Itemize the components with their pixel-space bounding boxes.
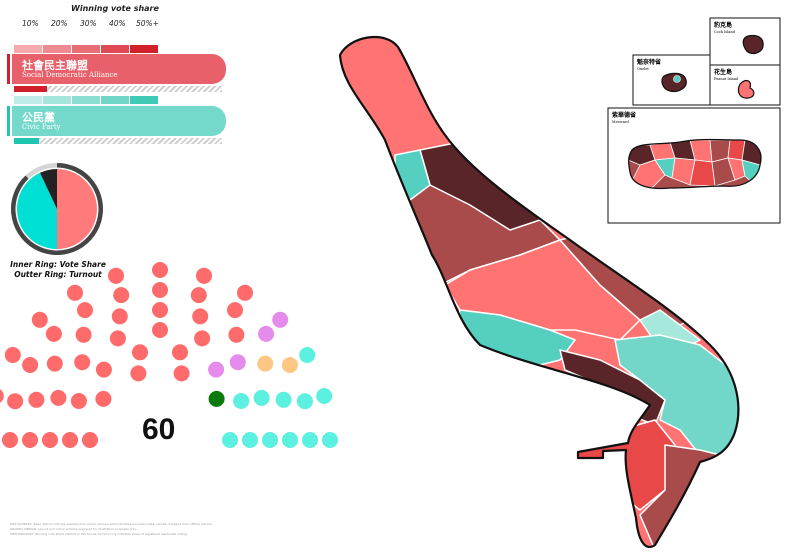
scale-label-20: 20% [51,19,68,28]
ring-caption-inner: Inner Ring: Vote Share [10,260,106,269]
civic-vote-share-bar [14,138,222,144]
inset-peanut-name-zh: 花生島 [714,68,732,76]
seat-total: 60 [142,413,176,446]
inset-quelet-name-zh: 魁奈特省 [637,58,661,66]
sda-colour-scale [14,45,158,53]
civic-name-zh: 公民黨 [22,111,55,124]
sda-scale-swatch-5 [130,45,158,53]
civic-scale-swatch-4 [101,96,129,104]
scale-label-50plus: 50%+ [136,19,159,28]
inset-peanut-island: 花生島 Peanut Island [709,64,781,106]
inset-cock-name-zh: 豹克島 [713,21,732,29]
island-outline [338,35,740,548]
inset-quelet-shape [661,72,687,93]
inset-cock-island: 豹克島 Cock Island [709,17,781,66]
inset-meeward-name-zh: 紫華德省 [612,111,636,119]
civic-name-en: Civic Party [22,123,61,131]
inset-meeward-outline [628,138,762,190]
footnote-2: GRAPHIC DESIGN: Layout and colour scheme… [10,527,137,531]
sda-scale-swatch-4 [101,45,129,53]
ring-caption: Inner Ring: Vote Share Outter Ring: Turn… [8,260,108,280]
inset-meeward: 紫華德省 Meeward [607,107,781,224]
inset-peanut-shape [737,79,755,99]
scale-label-40: 40% [109,19,126,28]
sda-name-en: Social Democratic Alliance [22,71,118,79]
civic-party-bar: 公民黨 Civic Party [12,106,226,136]
scale-label-30: 30% [80,19,97,28]
scale-label-10: 10% [22,19,39,28]
sda-accent-bar [7,54,10,84]
sda-scale-swatch-3 [72,45,100,53]
inset-meeward-name-en: Meeward [612,120,629,124]
sda-vote-share-bar [14,86,222,92]
inset-cock-name-en: Cock Island [714,30,736,34]
civic-scale-swatch-1 [14,96,42,104]
civic-accent-bar [7,106,10,136]
footnote-3: METHODOLOGY: Winning vote share shaded i… [10,532,188,536]
inset-quelet-civic [673,75,681,83]
civic-scale-swatch-5 [130,96,158,104]
inset-peanut-name-en: Peanut Island [714,77,739,81]
ring-caption-outer: Outter Ring: Turnout [14,270,102,279]
civic-scale-swatch-3 [72,96,100,104]
inset-cock-shape [742,34,764,55]
sda-scale-swatch-2 [43,45,71,53]
footnotes: MAP SOURCES: Base district outlines adap… [10,522,280,537]
district-east-civic [614,334,739,461]
legend-title: Winning vote share [71,4,159,13]
footnote-1: MAP SOURCES: Base district outlines adap… [10,522,213,526]
inset-quelet: 魁奈特省 Quelet [632,54,711,106]
civic-colour-scale [14,96,158,104]
sda-name-zh: 社會民主聯盟 [22,59,88,72]
sda-scale-swatch-1 [14,45,42,53]
civic-scale-swatch-2 [43,96,71,104]
sda-party-bar: 社會民主聯盟 Social Democratic Alliance [12,54,226,84]
inset-quelet-name-en: Quelet [637,67,649,71]
